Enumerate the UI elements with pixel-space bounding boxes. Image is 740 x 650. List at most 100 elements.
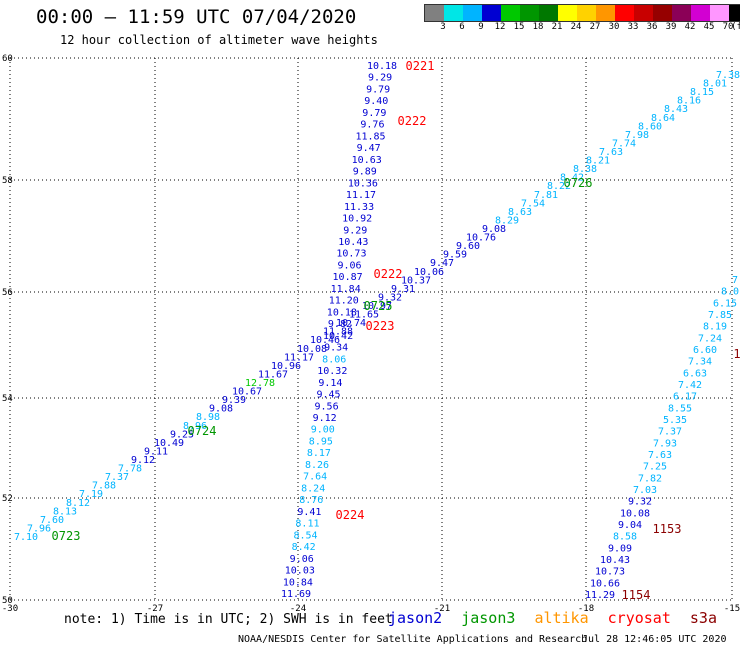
wave-height-value: 9.12 (313, 413, 337, 424)
satellite-legend: jason2 jason3 altika cryosat s3a (388, 609, 727, 627)
wave-height-value: 9.82 (328, 319, 352, 330)
lat-tick-label: 50 (2, 596, 13, 606)
wave-height-value: 10.08 (297, 344, 327, 355)
wave-height-value: 8.11 (295, 519, 319, 530)
wave-height-value: 10.96 (271, 361, 301, 372)
pass-time-label: 0724 (188, 424, 217, 438)
wave-height-value: 9.41 (297, 507, 321, 518)
wave-height-value: 7.93 (653, 438, 677, 449)
wave-height-value: 7.42 (678, 380, 702, 391)
legend-s3a: s3a (689, 609, 717, 627)
wave-height-value: 10.84 (283, 577, 313, 588)
wave-height-value: 10.46 (310, 335, 340, 346)
wave-height-value: 11.17 (284, 352, 314, 363)
wave-height-value: 11.20 (329, 296, 359, 307)
pass-time-label: 0222 (374, 267, 403, 281)
legend-swatch (558, 5, 577, 21)
legend-swatch (672, 5, 691, 21)
wave-height-value: 9.06 (337, 260, 361, 271)
pass-time-label: 0224 (336, 508, 365, 522)
legend-swatch (520, 5, 539, 21)
wave-height-value: 9.00 (311, 425, 335, 436)
wave-height-value: 8.42 (560, 173, 584, 184)
wave-height-value: 7.98 (625, 130, 649, 141)
lon-tick-label: -15 (724, 604, 740, 614)
wave-height-value: 8.01 (703, 79, 727, 90)
wave-height-value: 10.43 (600, 555, 630, 566)
wave-height-value: 7.60 (40, 515, 64, 526)
wave-height-value: 7.81 (534, 190, 558, 201)
wave-height-value: 10.92 (342, 214, 372, 225)
wave-height-value: 11.88 (323, 327, 353, 338)
wave-height-value: 10.08 (620, 508, 650, 519)
legend-jason2: jason2 (388, 609, 443, 627)
page-subtitle: 12 hour collection of altimeter wave hei… (60, 33, 378, 47)
legend-label: 15 (513, 22, 525, 32)
pass-time-label: 1154 (622, 588, 651, 602)
wave-height-value: 9.47 (430, 258, 454, 269)
legend-swatch (634, 5, 653, 21)
wave-height-value: 8.95 (309, 436, 333, 447)
wave-height-value: 9.79 (366, 84, 390, 95)
wave-height-value: 7.38 (716, 70, 740, 81)
wave-height-value: 7.88 (92, 481, 116, 492)
lon-tick-label: -24 (290, 604, 306, 614)
wave-height-value: 7.78 (118, 464, 142, 475)
wave-height-value: 9.31 (391, 284, 415, 295)
wave-height-value: 10.67 (232, 387, 262, 398)
wave-height-value: 8.58 (613, 532, 637, 543)
wave-height-value: 8.43 (664, 104, 688, 115)
wave-height-value: 8.55 (668, 403, 692, 414)
pass-time-label: 1153 (653, 522, 682, 536)
legend-label: 33 (627, 22, 639, 32)
wave-height-value: 10.73 (336, 249, 366, 260)
wave-height-value: 8.21 (586, 156, 610, 167)
pass-time-label: 1 (733, 347, 740, 361)
wave-height-value: 11.17 (346, 190, 376, 201)
legend-swatch (653, 5, 672, 21)
wave-height-value: 10.42 (323, 331, 353, 342)
wave-height-value: 7.54 (521, 198, 545, 209)
wave-height-value: 9.39 (222, 395, 246, 406)
wave-height-value: 11.85 (355, 131, 385, 142)
pass-time-label: 0725 (364, 299, 393, 313)
legend-label: 24 (570, 22, 582, 32)
wave-height-value: 8.64 (651, 113, 675, 124)
wave-height-value: 7.10 (14, 532, 38, 543)
legend-altika: altika (534, 609, 589, 627)
wave-height-value: 8.16 (677, 96, 701, 107)
lat-tick-label: 56 (2, 288, 13, 298)
legend-cryosat: cryosat (607, 609, 671, 627)
legend-swatch (577, 5, 596, 21)
legend-swatch (615, 5, 634, 21)
wave-height-value: 8.13 (53, 506, 77, 517)
lat-lon-grid (9, 57, 733, 601)
wave-height-value: 9.47 (357, 143, 381, 154)
wave-height-value: 8.54 (294, 530, 318, 541)
wave-height-value: 10.18 (327, 307, 357, 318)
wave-height-value: 8.24 (301, 483, 325, 494)
wave-height-value: 7.37 (105, 472, 129, 483)
wave-height-value: 11.84 (331, 284, 361, 295)
wave-height-value: 7.03 (633, 485, 657, 496)
wave-height-value: 11.65 (349, 310, 379, 321)
legend-swatch (425, 5, 444, 21)
wave-height-value: 11.33 (344, 202, 374, 213)
wave-height-value: 8.0 (721, 287, 739, 298)
legend-swatch (463, 5, 482, 21)
legend-jason3: jason3 (461, 609, 516, 627)
wave-height-value: 9.08 (482, 224, 506, 235)
wave-height-value: 10.32 (317, 366, 347, 377)
wave-height-value: 9.45 (316, 390, 340, 401)
legend-swatch (444, 5, 463, 21)
wave-height-value: 7.37 (658, 427, 682, 438)
wave-height-value: 6.63 (683, 368, 707, 379)
wave-height-value: 9.76 (360, 120, 384, 131)
wave-height-value: 10.97 (362, 301, 392, 312)
wave-height-value: 8.60 (638, 121, 662, 132)
legend-label: 30 (608, 22, 620, 32)
wave-height-value: 10.06 (414, 267, 444, 278)
lon-tick-label: -27 (147, 604, 163, 614)
wave-height-value: 9.60 (456, 241, 480, 252)
